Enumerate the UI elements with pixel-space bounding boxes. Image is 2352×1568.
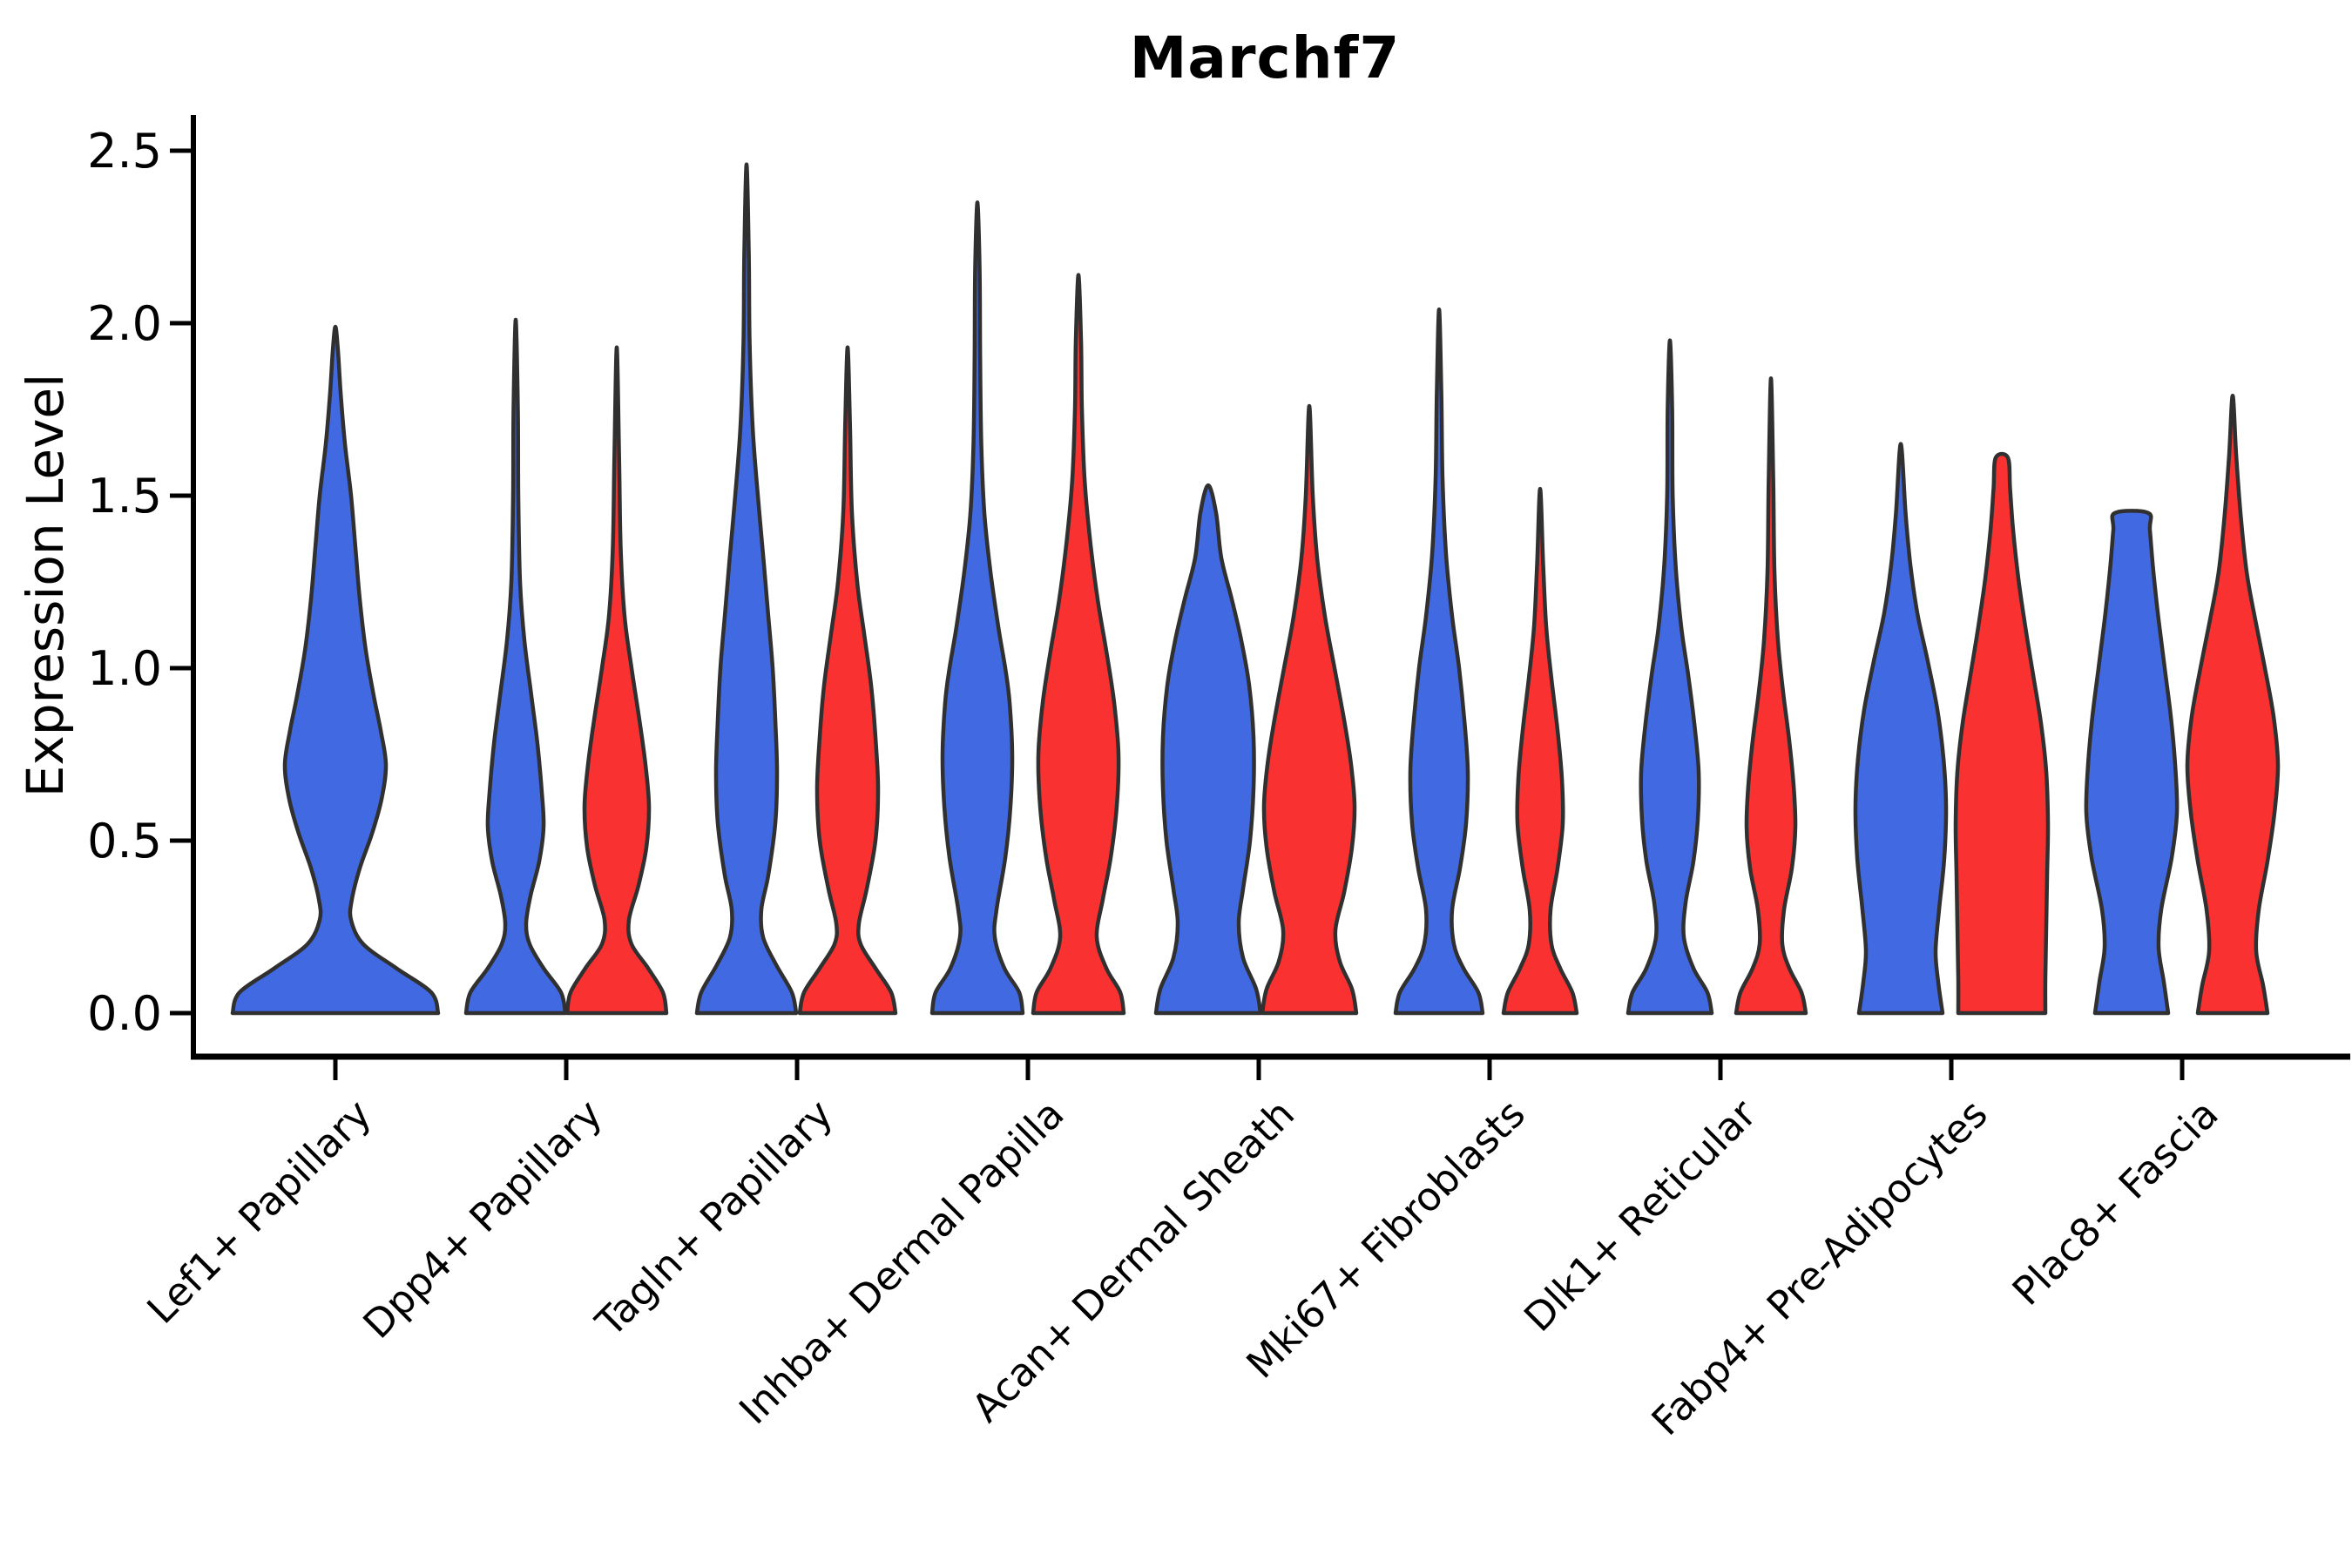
violin-blue-cat1 bbox=[463, 317, 568, 1016]
y-tick-label: 1.5 bbox=[87, 469, 162, 524]
violin-blue-cat8 bbox=[2084, 509, 2180, 1016]
y-tick-label: 0.5 bbox=[87, 814, 162, 868]
violin-red-cat3 bbox=[1031, 273, 1126, 1016]
violin-blue-cat0 bbox=[230, 324, 441, 1016]
y-tick-label: 2.5 bbox=[87, 124, 162, 179]
chart-title: Marchf7 bbox=[1129, 24, 1401, 91]
violin-blue-cat6 bbox=[1625, 338, 1714, 1016]
violin-red-cat2 bbox=[797, 345, 898, 1016]
violin-blue-cat3 bbox=[929, 200, 1025, 1016]
violin-blue-cat2 bbox=[694, 162, 799, 1016]
y-tick-label: 1.0 bbox=[87, 641, 162, 696]
violin-red-cat1 bbox=[564, 345, 669, 1016]
violin-blue-cat5 bbox=[1393, 307, 1485, 1016]
violin-blue-cat4 bbox=[1153, 483, 1263, 1016]
y-tick-label: 2.0 bbox=[87, 296, 162, 351]
y-axis-label-text: Expression Level bbox=[16, 373, 75, 798]
violin-red-cat8 bbox=[2185, 393, 2281, 1016]
violin-blue-cat7 bbox=[1853, 442, 1949, 1016]
y-tick-label: 0.0 bbox=[87, 986, 162, 1041]
violin-red-cat6 bbox=[1734, 376, 1808, 1016]
violin-red-cat4 bbox=[1260, 403, 1359, 1016]
violin-red-cat7 bbox=[1953, 451, 2051, 1016]
violin-red-cat5 bbox=[1501, 486, 1579, 1016]
